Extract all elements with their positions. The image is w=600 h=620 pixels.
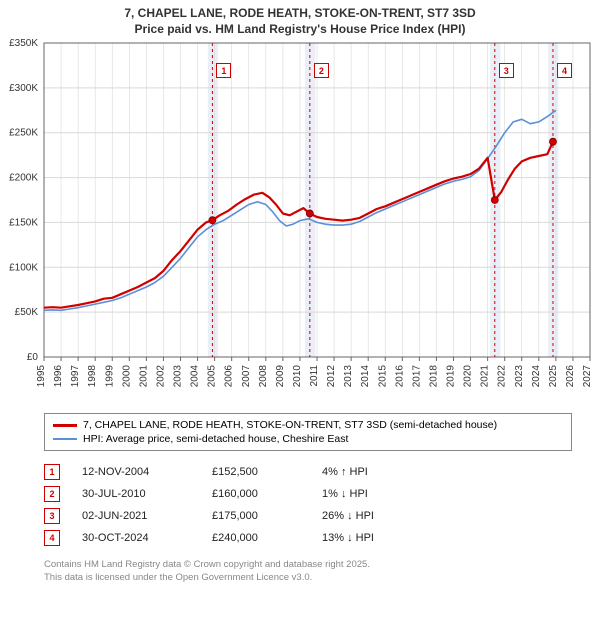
event-row: 4 30-OCT-2024 £240,000 13% ↓ HPI <box>44 527 572 549</box>
svg-text:2016: 2016 <box>394 365 405 388</box>
svg-text:2024: 2024 <box>531 365 542 388</box>
event-row: 2 30-JUL-2010 £160,000 1% ↓ HPI <box>44 483 572 505</box>
svg-text:1996: 1996 <box>53 365 64 388</box>
svg-text:2004: 2004 <box>190 365 201 388</box>
title-line-1: 7, CHAPEL LANE, RODE HEATH, STOKE-ON-TRE… <box>0 6 600 22</box>
svg-text:2019: 2019 <box>446 365 457 388</box>
svg-text:2023: 2023 <box>514 365 525 388</box>
svg-text:£250K: £250K <box>9 128 38 139</box>
svg-text:1998: 1998 <box>87 365 98 388</box>
svg-text:£150K: £150K <box>9 218 38 229</box>
svg-text:2015: 2015 <box>377 365 388 388</box>
vline-label: 3 <box>499 63 514 78</box>
event-delta: 4% ↑ HPI <box>322 466 442 478</box>
svg-text:2003: 2003 <box>173 365 184 388</box>
svg-text:2007: 2007 <box>241 365 252 388</box>
svg-text:2018: 2018 <box>428 365 439 388</box>
svg-text:£300K: £300K <box>9 83 38 94</box>
event-price: £240,000 <box>212 532 322 544</box>
event-date: 30-OCT-2024 <box>82 532 212 544</box>
svg-text:2009: 2009 <box>275 365 286 388</box>
svg-text:2027: 2027 <box>582 365 593 388</box>
svg-text:2013: 2013 <box>343 365 354 388</box>
events-table: 1 12-NOV-2004 £152,500 4% ↑ HPI 2 30-JUL… <box>44 461 572 549</box>
legend-item: HPI: Average price, semi-detached house,… <box>53 432 563 446</box>
event-date: 02-JUN-2021 <box>82 510 212 522</box>
svg-text:2026: 2026 <box>565 365 576 388</box>
svg-text:2025: 2025 <box>548 365 559 388</box>
svg-text:£50K: £50K <box>15 307 39 318</box>
svg-text:1999: 1999 <box>104 365 115 388</box>
event-row: 3 02-JUN-2021 £175,000 26% ↓ HPI <box>44 505 572 527</box>
event-price: £152,500 <box>212 466 322 478</box>
svg-text:£100K: £100K <box>9 262 38 273</box>
event-delta: 26% ↓ HPI <box>322 510 442 522</box>
event-price: £175,000 <box>212 510 322 522</box>
title-line-2: Price paid vs. HM Land Registry's House … <box>0 22 600 38</box>
svg-text:2010: 2010 <box>292 365 303 388</box>
chart-container: 7, CHAPEL LANE, RODE HEATH, STOKE-ON-TRE… <box>0 0 600 585</box>
legend-item: 7, CHAPEL LANE, RODE HEATH, STOKE-ON-TRE… <box>53 418 563 432</box>
svg-text:£0: £0 <box>27 352 39 363</box>
legend-label: 7, CHAPEL LANE, RODE HEATH, STOKE-ON-TRE… <box>83 419 497 431</box>
event-date: 12-NOV-2004 <box>82 466 212 478</box>
attribution-line: This data is licensed under the Open Gov… <box>44 572 572 585</box>
event-delta: 1% ↓ HPI <box>322 488 442 500</box>
vline-label: 1 <box>216 63 231 78</box>
svg-text:2020: 2020 <box>463 365 474 388</box>
legend-label: HPI: Average price, semi-detached house,… <box>83 433 348 445</box>
chart-area: £0 £50K £100K £150K £200K £250K £300K £350K 1995… <box>0 37 600 407</box>
svg-text:2011: 2011 <box>309 365 320 387</box>
svg-text:2006: 2006 <box>224 365 235 388</box>
event-marker: 2 <box>44 486 60 502</box>
svg-text:1997: 1997 <box>70 365 81 388</box>
svg-text:2022: 2022 <box>497 365 508 388</box>
title-block: 7, CHAPEL LANE, RODE HEATH, STOKE-ON-TRE… <box>0 0 600 37</box>
event-date: 30-JUL-2010 <box>82 488 212 500</box>
event-marker: 3 <box>44 508 60 524</box>
svg-text:2008: 2008 <box>258 365 269 388</box>
legend: 7, CHAPEL LANE, RODE HEATH, STOKE-ON-TRE… <box>44 413 572 451</box>
svg-text:£350K: £350K <box>9 38 38 49</box>
svg-text:2021: 2021 <box>480 365 491 388</box>
svg-text:2005: 2005 <box>207 365 218 388</box>
vline-label: 2 <box>314 63 329 78</box>
event-row: 1 12-NOV-2004 £152,500 4% ↑ HPI <box>44 461 572 483</box>
attribution-line: Contains HM Land Registry data © Crown c… <box>44 559 572 572</box>
svg-text:2000: 2000 <box>121 365 132 388</box>
legend-swatch <box>53 424 77 427</box>
chart-svg: £0 £50K £100K £150K £200K £250K £300K £350K 1995… <box>0 37 600 407</box>
svg-text:2001: 2001 <box>138 365 149 388</box>
svg-text:2012: 2012 <box>326 365 337 388</box>
event-delta: 13% ↓ HPI <box>322 532 442 544</box>
event-marker: 4 <box>44 530 60 546</box>
svg-text:£200K: £200K <box>9 173 38 184</box>
svg-text:1995: 1995 <box>36 365 47 388</box>
event-marker: 1 <box>44 464 60 480</box>
attribution: Contains HM Land Registry data © Crown c… <box>44 559 572 585</box>
event-price: £160,000 <box>212 488 322 500</box>
legend-swatch <box>53 438 77 440</box>
svg-text:2017: 2017 <box>411 365 422 388</box>
svg-text:2002: 2002 <box>155 365 166 388</box>
svg-text:2014: 2014 <box>360 365 371 388</box>
vline-label: 4 <box>557 63 572 78</box>
